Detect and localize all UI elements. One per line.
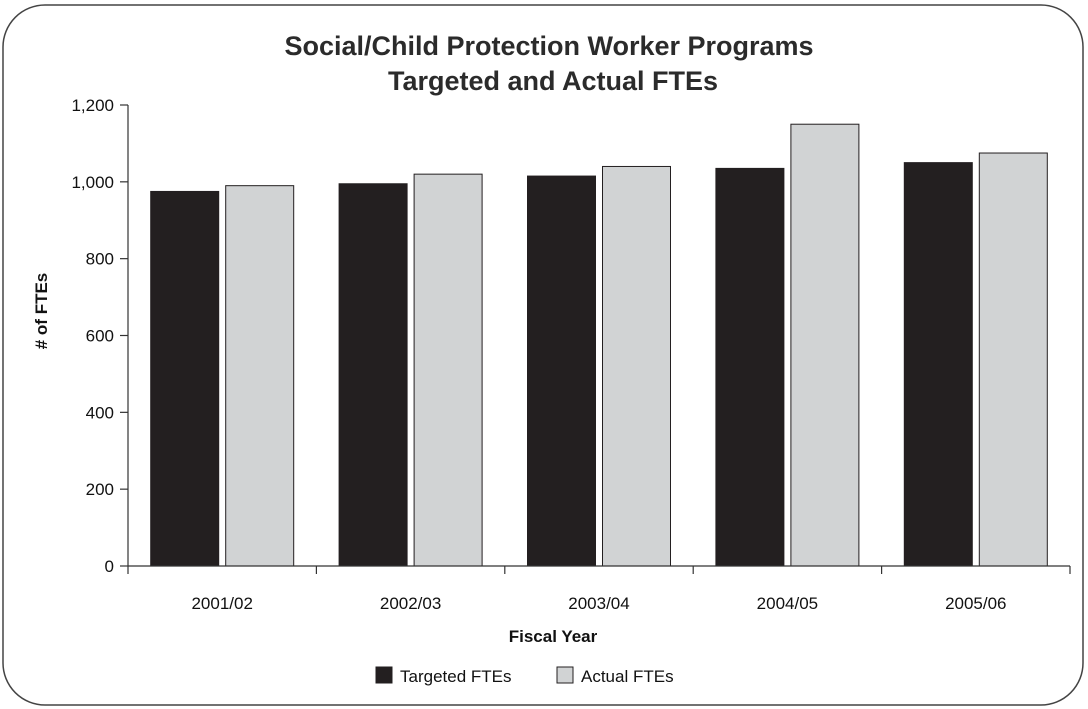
y-tick-label: 200 (86, 480, 114, 499)
x-tick-label: 2003/04 (568, 594, 629, 613)
x-tick-label: 2005/06 (945, 594, 1006, 613)
bar-actual-2003-04 (602, 165, 671, 567)
x-tick-label: 2004/05 (757, 594, 818, 613)
x-axis-ticks: 2001/02 2002/03 2003/04 2004/05 2005/06 (127, 566, 1071, 613)
bar-actual-2004-05 (790, 123, 860, 567)
y-axis-title: # of FTEs (32, 273, 51, 350)
bar-targeted-2002-03 (338, 183, 408, 567)
bar-actual-2002-03 (413, 173, 483, 567)
chart-subtitle: Targeted and Actual FTEs (388, 66, 718, 96)
bar-actual-2001-02 (225, 185, 295, 567)
y-axis-ticks: 0 200 400 600 800 1,000 1,200 (71, 96, 128, 576)
bar-targeted-2003-04 (527, 175, 596, 567)
bar-actual-2005-06 (978, 152, 1048, 567)
legend: Targeted FTEs Actual FTEs (375, 666, 674, 686)
y-tick-label: 600 (86, 327, 114, 346)
chart-title: Social/Child Protection Worker Programs (284, 31, 813, 61)
x-tick-label: 2002/03 (380, 594, 441, 613)
y-tick-label: 1,200 (71, 96, 114, 115)
legend-label-targeted: Targeted FTEs (400, 667, 512, 686)
y-tick-label: 800 (86, 250, 114, 269)
legend-swatch-actual (556, 666, 574, 684)
y-tick-label: 1,000 (71, 173, 114, 192)
legend-swatch-targeted (375, 666, 393, 684)
x-tick-label: 2001/02 (191, 594, 252, 613)
legend-label-actual: Actual FTEs (581, 667, 674, 686)
y-tick-label: 400 (86, 403, 114, 422)
bar-targeted-2004-05 (715, 167, 785, 567)
y-tick-label: 0 (105, 557, 114, 576)
bars (150, 123, 1048, 567)
bar-targeted-2005-06 (903, 162, 973, 567)
bar-targeted-2001-02 (150, 190, 220, 567)
x-axis-title: Fiscal Year (509, 627, 598, 646)
